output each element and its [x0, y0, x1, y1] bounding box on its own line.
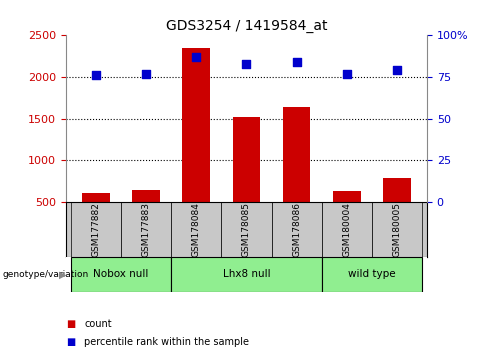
Bar [383, 178, 411, 244]
Bar [171, 202, 222, 257]
Text: GSM180005: GSM180005 [392, 202, 402, 257]
Bar [71, 202, 121, 257]
Bar [121, 202, 171, 257]
Bar [372, 202, 422, 257]
Text: Lhx8 null: Lhx8 null [223, 269, 270, 279]
Bar [333, 191, 361, 244]
Point [293, 59, 301, 65]
Bar [322, 257, 422, 292]
Point [343, 71, 351, 76]
Bar [71, 257, 171, 292]
Bar [283, 107, 310, 244]
Text: GSM178084: GSM178084 [192, 202, 201, 257]
Text: GSM177883: GSM177883 [142, 202, 151, 257]
Point [192, 54, 200, 60]
Bar [171, 257, 322, 292]
Point [243, 61, 250, 67]
Bar [271, 202, 322, 257]
Point [393, 68, 401, 73]
Text: GSM177882: GSM177882 [91, 202, 101, 257]
Point [92, 73, 100, 78]
Bar [183, 48, 210, 244]
Bar [222, 202, 271, 257]
Bar [82, 193, 110, 244]
Text: genotype/variation: genotype/variation [2, 270, 89, 279]
Text: GSM180004: GSM180004 [342, 202, 351, 257]
Title: GDS3254 / 1419584_at: GDS3254 / 1419584_at [166, 19, 327, 33]
Text: GSM178085: GSM178085 [242, 202, 251, 257]
Text: Nobox null: Nobox null [93, 269, 149, 279]
Text: count: count [84, 319, 112, 329]
Bar [132, 190, 160, 244]
Text: ▶: ▶ [59, 269, 66, 279]
Point [142, 71, 150, 76]
Text: ■: ■ [66, 319, 75, 329]
Text: wild type: wild type [348, 269, 396, 279]
Text: GSM178086: GSM178086 [292, 202, 301, 257]
Text: percentile rank within the sample: percentile rank within the sample [84, 337, 249, 347]
Bar [233, 117, 260, 244]
Bar [322, 202, 372, 257]
Text: ■: ■ [66, 337, 75, 347]
